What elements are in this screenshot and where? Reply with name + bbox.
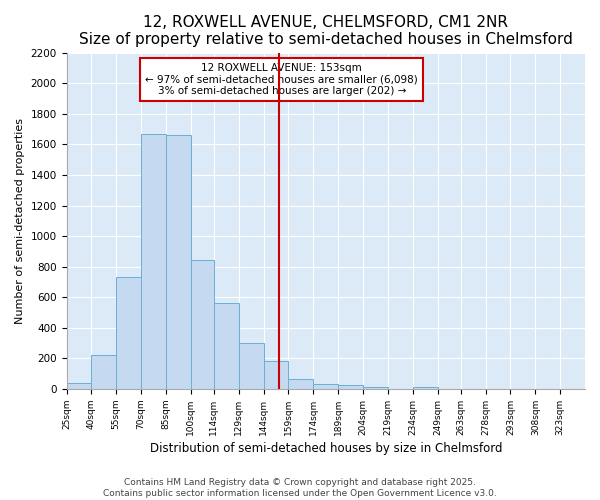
Y-axis label: Number of semi-detached properties: Number of semi-detached properties xyxy=(15,118,25,324)
Bar xyxy=(413,388,437,389)
Bar xyxy=(289,379,313,389)
Text: Contains HM Land Registry data © Crown copyright and database right 2025.
Contai: Contains HM Land Registry data © Crown c… xyxy=(103,478,497,498)
Text: 12 ROXWELL AVENUE: 153sqm
← 97% of semi-detached houses are smaller (6,098)
3% o: 12 ROXWELL AVENUE: 153sqm ← 97% of semi-… xyxy=(145,63,418,96)
Title: 12, ROXWELL AVENUE, CHELMSFORD, CM1 2NR
Size of property relative to semi-detach: 12, ROXWELL AVENUE, CHELMSFORD, CM1 2NR … xyxy=(79,15,573,48)
X-axis label: Distribution of semi-detached houses by size in Chelmsford: Distribution of semi-detached houses by … xyxy=(149,442,502,455)
Bar xyxy=(91,354,116,389)
Bar xyxy=(214,304,239,389)
Bar xyxy=(239,343,263,389)
Bar xyxy=(166,136,191,389)
Bar xyxy=(263,362,289,389)
Bar xyxy=(141,134,166,389)
Bar xyxy=(67,383,91,389)
Bar xyxy=(313,384,338,389)
Bar xyxy=(116,278,141,389)
Bar xyxy=(363,386,388,389)
Bar xyxy=(191,260,214,389)
Bar xyxy=(338,385,363,389)
